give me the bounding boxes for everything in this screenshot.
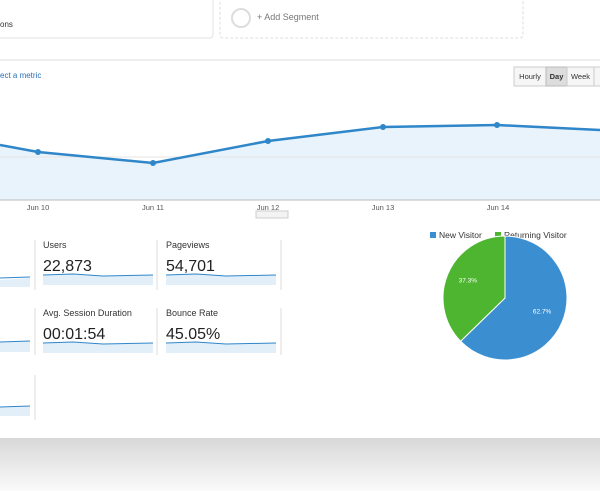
add-segment[interactable]: + Add Segment [257, 12, 319, 22]
metric-value: 22,873 [43, 258, 92, 275]
x-label: Jun 11 [142, 203, 164, 212]
metric-value: 54,701 [166, 258, 215, 275]
sparkline-area [166, 342, 276, 353]
metric-label: Avg. Session Duration [43, 308, 132, 318]
button-label: Day [550, 72, 565, 81]
pie-chart: New Visitor Returning Visitor 62.7% 37.3% [430, 230, 568, 361]
segment-card[interactable] [0, 0, 214, 39]
sparkline [42, 341, 154, 345]
metric-label: Pageviews [166, 240, 210, 250]
x-label: Jun 10 [27, 203, 50, 212]
point [494, 122, 500, 128]
sparkline-area [43, 274, 153, 285]
legend-label: New Visitor [439, 230, 482, 240]
metric-value: 45.05% [166, 326, 220, 343]
point [265, 138, 271, 144]
x-label: Jun 13 [372, 203, 395, 212]
sparkline [0, 278, 30, 287]
sparkline [165, 341, 277, 345]
x-label: Jun 14 [487, 203, 510, 212]
sparkline-area [43, 342, 153, 353]
legend-swatch [430, 232, 436, 238]
point [380, 124, 386, 130]
sparkline [165, 273, 277, 277]
metric-value: 00:01:54 [43, 326, 105, 343]
area [0, 125, 600, 200]
segment-name: ons [0, 20, 13, 29]
segment-icon [231, 8, 251, 28]
metric-label: Bounce Rate [166, 308, 218, 318]
pie-slice [442, 235, 506, 342]
sparkline-area [166, 274, 276, 285]
sparkline [0, 340, 31, 343]
sparkline [0, 341, 30, 352]
slice-label: 62.7% [533, 309, 552, 316]
sparkline [42, 273, 154, 277]
sparkline [0, 405, 31, 408]
add-segment-card[interactable] [219, 0, 524, 39]
legend-swatch [495, 232, 501, 238]
button-label: Week [571, 72, 590, 81]
metrics: Users 22,873 Pageviews 54,701 Avg. Session D… [42, 240, 277, 353]
x-label: Jun 12 [257, 203, 280, 212]
pie-slice [459, 235, 568, 361]
shadow [0, 438, 600, 491]
x-labels: Jun 10 Jun 11 Jun 12 Jun 13 Jun 14 [27, 203, 510, 212]
sparkline [0, 406, 30, 416]
button[interactable] [593, 66, 600, 87]
points [35, 122, 500, 166]
legend-label: Returning Visitor [504, 230, 567, 240]
point [150, 160, 156, 166]
button-label: Hourly [519, 72, 541, 81]
point [35, 149, 41, 155]
select-metric-link[interactable]: ect a metric [0, 71, 41, 80]
collapse-tab[interactable] [255, 210, 289, 219]
slice-label: 37.3% [459, 277, 478, 284]
metric-label: Users [43, 240, 67, 250]
sparkline [0, 276, 31, 279]
